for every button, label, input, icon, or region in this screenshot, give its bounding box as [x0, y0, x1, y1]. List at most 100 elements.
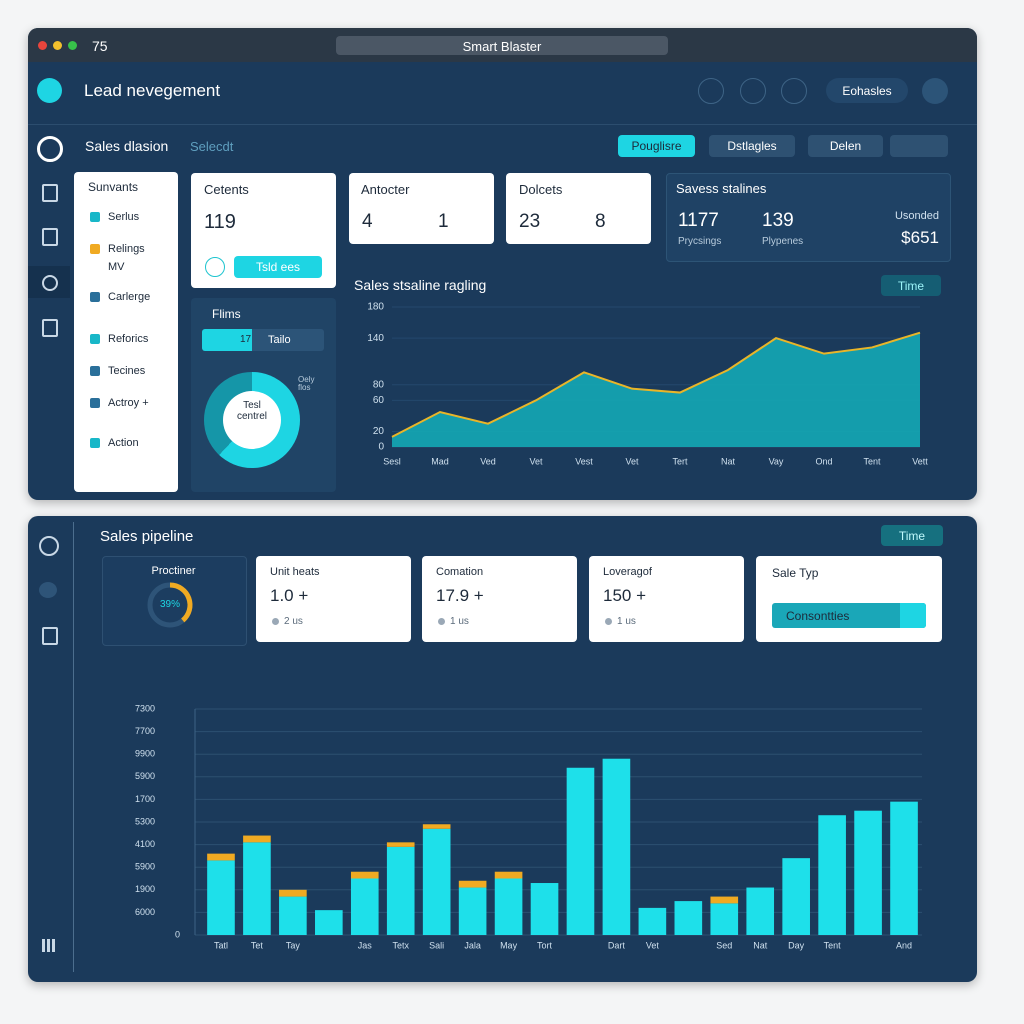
time-button[interactable]: Time — [881, 525, 943, 546]
address-text: Smart Blaster — [462, 39, 542, 54]
y-tick-label: 4100 — [135, 839, 155, 849]
toolbar-link[interactable]: Selecdt — [190, 139, 234, 154]
card-title: Loveragof — [603, 566, 652, 578]
card — [506, 173, 651, 244]
x-tick-label: Vet — [625, 456, 639, 466]
bar — [279, 896, 307, 935]
bar — [746, 887, 775, 935]
card-sub: 2 us — [284, 616, 303, 627]
sidebar-icon[interactable] — [42, 228, 58, 246]
dot[interactable] — [53, 41, 62, 50]
card-value: 17.9 + — [436, 586, 484, 605]
menu-icon — [90, 438, 100, 448]
bar — [243, 842, 271, 935]
bar — [602, 758, 631, 935]
card-button[interactable]: Tsld ees — [234, 256, 322, 278]
card-value: 1 — [438, 211, 449, 232]
menu-icon[interactable] — [37, 78, 62, 103]
x-tick-label: And — [896, 940, 912, 950]
x-tick-label: Jala — [464, 940, 481, 950]
x-tick-label: Nat — [721, 456, 736, 466]
dot[interactable] — [38, 41, 47, 50]
sidebar-divider — [73, 522, 74, 972]
progress-arc — [169, 582, 193, 623]
header-title: Lead nevegement — [84, 81, 221, 100]
toolbar-button[interactable]: Pouglisre — [618, 135, 695, 157]
address-bar[interactable] — [336, 36, 668, 55]
x-tick-label: Dart — [608, 940, 626, 950]
filter-tab-label: Tailo — [268, 334, 291, 346]
summary-value: $651 — [901, 228, 939, 247]
menu-item: Action — [108, 437, 139, 449]
x-tick-label: Vet — [646, 940, 660, 950]
sidebar-icon[interactable] — [39, 582, 57, 598]
card-title: Antocter — [361, 182, 410, 197]
x-tick-label: Sed — [716, 940, 732, 950]
x-tick-label: Tetx — [392, 940, 409, 950]
icon-button[interactable] — [698, 78, 724, 104]
progress-value: 39% — [159, 599, 180, 610]
menu-icon — [90, 212, 100, 222]
bar — [422, 824, 451, 829]
x-tick-label: Jas — [358, 940, 373, 950]
x-tick-label: Vet — [529, 456, 543, 466]
y-tick-label: 80 — [373, 379, 385, 390]
x-tick-label: Tatl — [214, 940, 228, 950]
sidebar-icon[interactable] — [42, 275, 58, 291]
x-tick-label: Tent — [824, 940, 842, 950]
line — [391, 331, 921, 438]
sidebar-icon[interactable] — [39, 536, 59, 556]
icon-button[interactable] — [740, 78, 766, 104]
y-tick-label: 5300 — [135, 816, 155, 826]
bar — [422, 828, 451, 935]
summary-value: 139 — [762, 210, 794, 231]
sidebar-icon[interactable] — [42, 184, 58, 202]
sidebar-icon[interactable] — [42, 939, 55, 952]
bar — [854, 810, 882, 935]
toolbar-button[interactable]: Delen — [808, 135, 883, 157]
card-value: 4 — [362, 211, 373, 232]
tab[interactable]: 75 — [92, 38, 108, 54]
chip-close[interactable] — [900, 603, 926, 628]
sidebar-icon[interactable] — [42, 319, 58, 337]
x-tick-label: Tet — [251, 940, 264, 950]
donut-label: Tesl centrel — [236, 400, 267, 422]
bar — [566, 767, 595, 935]
filter-tab-active[interactable] — [202, 329, 252, 351]
menu-item: Serlus — [108, 211, 140, 223]
bar — [710, 896, 739, 904]
x-tick-label: Mad — [431, 456, 449, 466]
add-button[interactable] — [922, 78, 948, 104]
x-tick-label: Sali — [429, 940, 444, 950]
toolbar-button[interactable]: Dstlagles — [709, 135, 795, 157]
summary-card — [666, 173, 951, 262]
menu-item: Reforics — [108, 333, 149, 345]
time-button[interactable]: Time — [881, 275, 941, 296]
menu-icon — [90, 334, 100, 344]
bar — [638, 907, 667, 935]
card-dot — [438, 618, 445, 625]
bar — [207, 853, 235, 861]
x-tick-label: Sesl — [383, 456, 401, 466]
donut-legend: Oely flos — [298, 375, 315, 392]
card — [589, 556, 744, 642]
bar — [674, 901, 703, 935]
menu-icon — [90, 292, 100, 302]
bar — [386, 846, 415, 935]
summary-label: Plypenes — [762, 236, 804, 247]
bar — [530, 883, 559, 935]
x-tick-label: Ond — [815, 456, 832, 466]
header-button[interactable]: Eohasles — [826, 78, 908, 103]
bar — [890, 801, 918, 935]
bar — [782, 858, 810, 935]
menu-item: Relings — [108, 243, 145, 255]
icon-button[interactable] — [890, 135, 948, 157]
area — [392, 332, 920, 447]
x-tick-label: Day — [788, 940, 805, 950]
icon-button[interactable] — [781, 78, 807, 104]
bar — [458, 887, 487, 935]
x-tick-label: Tent — [863, 456, 881, 466]
dot[interactable] — [68, 41, 77, 50]
sidebar-icon[interactable] — [42, 627, 58, 645]
